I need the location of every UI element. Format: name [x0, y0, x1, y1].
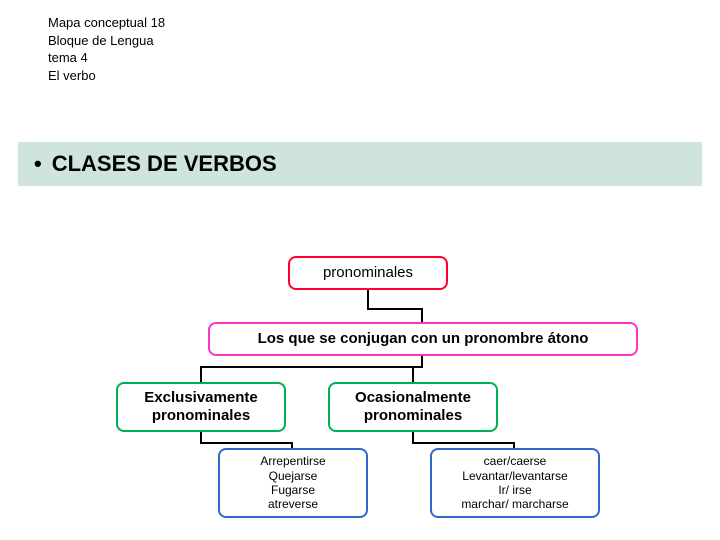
node-excl: Exclusivamente pronominales	[116, 382, 286, 432]
connector-11	[412, 442, 515, 444]
node-ocas: Ocasionalmente pronominales	[328, 382, 498, 432]
title-bullet: •	[34, 151, 42, 177]
connector-10	[412, 432, 414, 442]
header-line-1: Mapa conceptual 18	[48, 14, 165, 32]
slide-header: Mapa conceptual 18 Bloque de Lengua tema…	[48, 14, 165, 84]
connector-7	[200, 432, 202, 442]
connector-1	[367, 308, 423, 310]
header-line-2: Bloque de Lengua	[48, 32, 165, 50]
title-text: CLASES DE VERBOS	[52, 151, 277, 177]
title-bar: • CLASES DE VERBOS	[18, 142, 702, 186]
header-line-4: El verbo	[48, 67, 165, 85]
node-excl_examples: Arrepentirse Quejarse Fugarse atreverse	[218, 448, 368, 518]
connector-0	[367, 290, 369, 308]
connector-4	[200, 366, 423, 368]
header-line-3: tema 4	[48, 49, 165, 67]
connector-12	[513, 442, 515, 448]
connector-3	[421, 356, 423, 366]
connector-2	[421, 308, 423, 322]
node-definition: Los que se conjugan con un pronombre áto…	[208, 322, 638, 356]
connector-5	[200, 366, 202, 382]
node-ocas_examples: caer/caerse Levantar/levantarse Ir/ irse…	[430, 448, 600, 518]
connector-6	[412, 366, 414, 382]
connector-9	[291, 442, 293, 448]
connector-8	[200, 442, 293, 444]
node-root: pronominales	[288, 256, 448, 290]
